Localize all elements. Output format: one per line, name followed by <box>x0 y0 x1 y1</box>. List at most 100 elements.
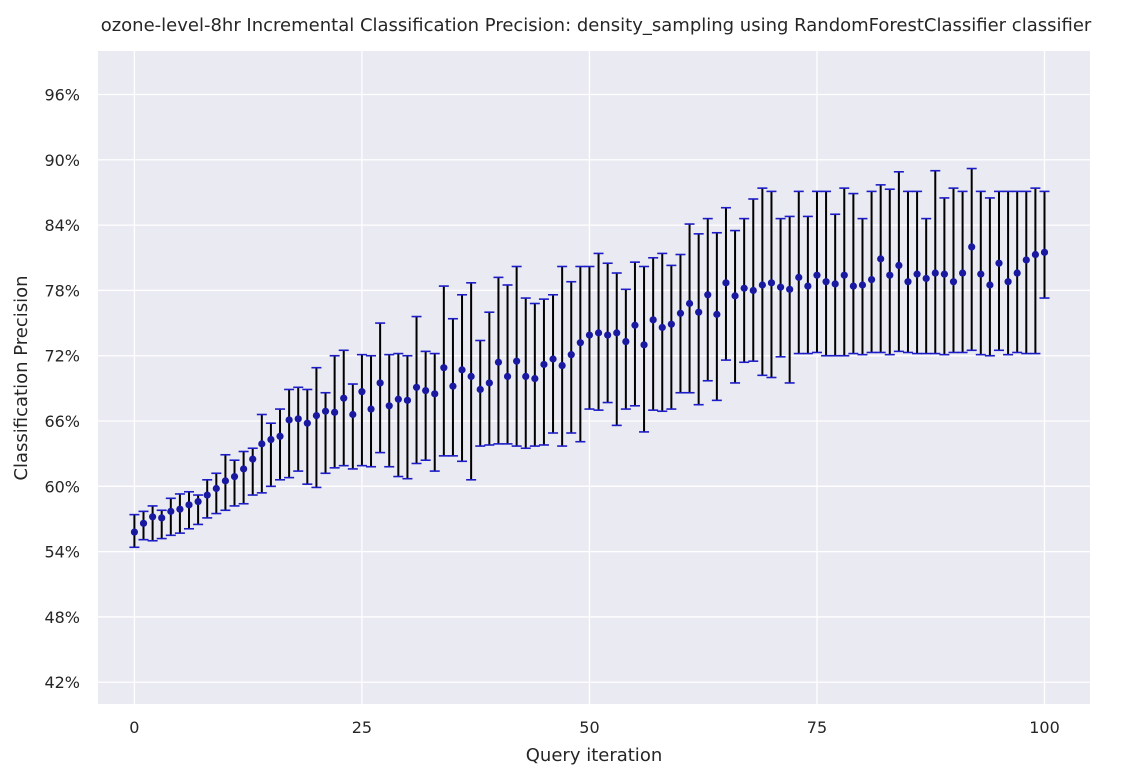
y-axis-label: Classification Precision <box>11 275 32 480</box>
data-point <box>1022 256 1030 264</box>
data-point <box>385 402 393 410</box>
y-tick-label: 78% <box>44 281 80 300</box>
data-point <box>394 395 402 403</box>
data-point <box>1004 278 1012 286</box>
error-bars <box>129 167 1050 549</box>
data-point <box>895 261 903 270</box>
data-point <box>1040 248 1049 256</box>
data-point <box>331 408 339 416</box>
data-point <box>531 374 539 383</box>
data-point <box>658 323 666 332</box>
data-point <box>522 372 530 381</box>
data-point <box>649 316 657 324</box>
x-tick-label: 0 <box>129 718 139 737</box>
data-point <box>440 364 448 372</box>
data-point <box>412 383 421 391</box>
y-tick-label: 84% <box>44 216 80 235</box>
y-tick-labels: 42% 48% 54% 60% 66% 72% 78% 84% 90% 96% <box>44 86 80 693</box>
data-point <box>203 491 211 499</box>
data-point <box>230 472 239 481</box>
data-point <box>831 280 839 288</box>
data-point <box>995 259 1003 267</box>
data-point <box>540 360 548 369</box>
data-point <box>822 278 830 286</box>
data-point <box>403 396 412 404</box>
data-point <box>176 505 184 513</box>
data-point <box>467 372 475 381</box>
y-tick-label: 48% <box>44 608 80 627</box>
data-point <box>567 351 575 359</box>
data-point <box>130 528 139 536</box>
x-axis-label: Query iteration <box>526 745 662 766</box>
y-tick-label: 42% <box>44 673 80 692</box>
data-point <box>622 337 630 346</box>
data-point <box>349 410 357 419</box>
data-point <box>431 390 439 398</box>
data-point <box>758 281 766 289</box>
data-point <box>167 507 175 515</box>
data-point <box>494 358 503 366</box>
data-points <box>130 243 1049 536</box>
data-point <box>968 243 976 251</box>
data-point <box>458 366 466 374</box>
data-point <box>849 282 857 290</box>
data-point <box>221 477 230 485</box>
y-tick-label: 96% <box>44 86 80 105</box>
x-tick-label: 100 <box>1029 718 1060 737</box>
data-point <box>804 282 812 290</box>
data-point <box>422 386 430 395</box>
data-point <box>367 405 375 413</box>
data-point <box>449 382 457 390</box>
x-tick-labels: 0 25 50 75 100 <box>129 718 1059 737</box>
data-point <box>676 309 685 317</box>
data-point <box>867 275 876 284</box>
chart-title: ozone-level-8hr Incremental Classificati… <box>101 15 1092 36</box>
data-point <box>240 465 248 473</box>
data-point <box>749 286 757 295</box>
data-point <box>740 284 748 292</box>
data-point <box>1013 269 1021 277</box>
x-tick-label: 25 <box>352 718 372 737</box>
data-point <box>549 355 557 363</box>
data-point <box>585 331 594 339</box>
data-point <box>194 497 202 506</box>
data-point <box>904 278 912 286</box>
data-point <box>476 385 484 394</box>
data-point <box>986 281 994 289</box>
data-point <box>321 407 330 415</box>
y-tick-label: 66% <box>44 412 80 431</box>
data-point <box>513 357 521 365</box>
x-tick-label: 50 <box>579 718 599 737</box>
data-point <box>795 273 803 281</box>
data-point <box>503 372 512 381</box>
y-tick-label: 72% <box>44 347 80 366</box>
data-point <box>685 299 694 308</box>
data-point <box>258 440 266 448</box>
data-point <box>931 269 939 277</box>
data-point <box>212 484 220 493</box>
data-point <box>813 271 821 279</box>
data-point <box>604 331 612 339</box>
data-point <box>576 339 584 347</box>
data-point <box>722 279 730 287</box>
data-point <box>731 292 739 300</box>
data-point <box>958 269 967 277</box>
data-point <box>594 329 603 337</box>
data-point <box>913 270 921 278</box>
data-point <box>776 283 785 291</box>
y-tick-label: 54% <box>44 543 80 562</box>
data-point <box>940 270 948 278</box>
y-tick-label: 60% <box>44 477 80 496</box>
data-point <box>139 519 148 527</box>
data-point <box>977 270 985 278</box>
data-point <box>376 379 384 387</box>
data-point <box>267 435 275 444</box>
data-point <box>294 415 302 423</box>
data-point <box>185 501 193 509</box>
data-point <box>886 271 894 279</box>
data-point <box>695 308 703 316</box>
data-point <box>858 281 867 289</box>
data-point <box>840 271 848 279</box>
